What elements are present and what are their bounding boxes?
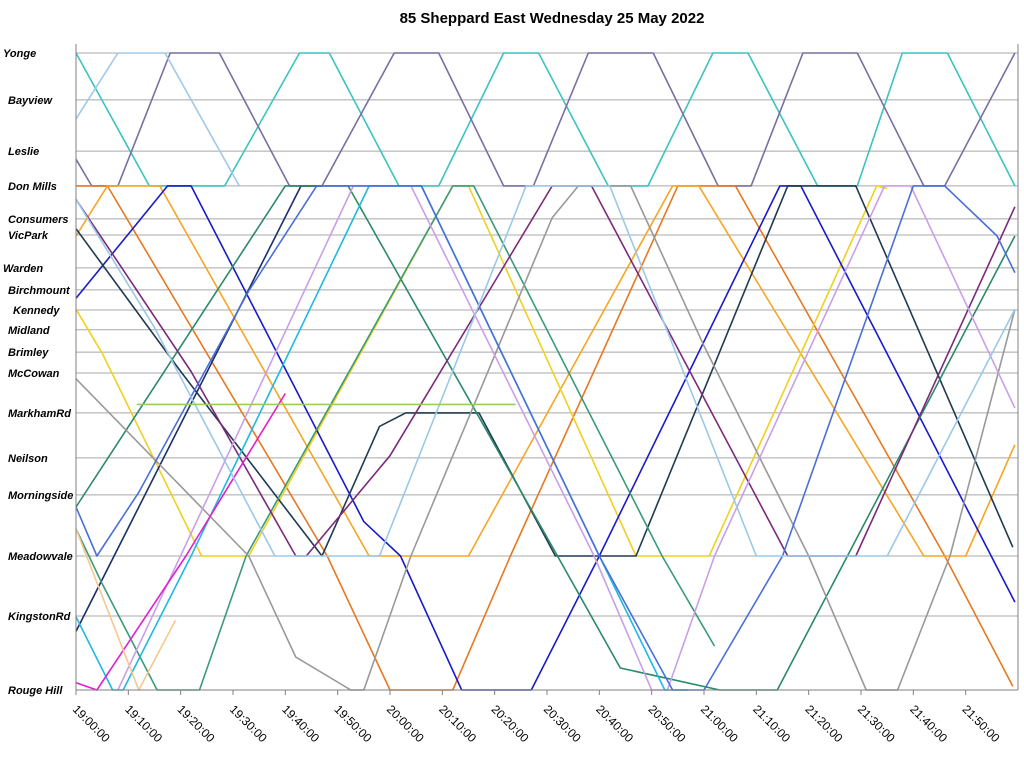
station-label: Neilson xyxy=(8,453,48,465)
time-tick-label: 20:50:00 xyxy=(646,702,689,745)
trip-line xyxy=(75,185,1014,557)
station-label: Consumers xyxy=(8,214,69,226)
time-tick-label: 21:20:00 xyxy=(803,702,846,745)
time-tick-label: 19:40:00 xyxy=(279,702,322,745)
station-label: Midland xyxy=(8,325,50,337)
axes xyxy=(75,44,1019,695)
time-tick-label: 20:40:00 xyxy=(593,702,636,745)
station-label: Brimley xyxy=(8,347,49,359)
time-tick-label: 20:00:00 xyxy=(384,702,427,745)
trip-line xyxy=(75,52,1016,187)
time-tick-label: 20:10:00 xyxy=(436,702,479,745)
trip-line xyxy=(75,185,1016,691)
station-label: Leslie xyxy=(8,146,39,158)
station-label: Morningside xyxy=(8,490,73,502)
station-label: Don Mills xyxy=(8,181,57,193)
station-label: MarkhamRd xyxy=(8,408,71,420)
trip-line xyxy=(76,185,1014,691)
station-labels: Yonge Bayview Leslie Don Mills Consumers VicP… xyxy=(3,48,73,697)
station-label: Birchmount xyxy=(8,285,71,297)
trip-line xyxy=(75,185,1016,691)
time-tick-label: 21:00:00 xyxy=(698,702,741,745)
time-tick-label: 19:50:00 xyxy=(332,702,375,745)
trip-line xyxy=(75,393,286,691)
station-label: Rouge Hill xyxy=(8,685,63,697)
trip-line xyxy=(75,185,1016,557)
time-tick-label: 19:20:00 xyxy=(175,702,218,745)
trip-line xyxy=(75,52,1016,187)
trip-line xyxy=(75,528,177,691)
station-label: Meadowvale xyxy=(8,551,73,563)
time-tick-label: 21:40:00 xyxy=(907,702,950,745)
time-labels: 19:00:00 19:10:00 19:20:00 19:30:00 19:40:00… xyxy=(70,702,1003,745)
station-label: McCowan xyxy=(8,368,60,380)
station-label: Warden xyxy=(3,263,43,275)
station-label: Kennedy xyxy=(13,305,60,317)
time-tick-label: 21:10:00 xyxy=(750,702,793,745)
station-label: Yonge xyxy=(3,48,36,60)
station-label: Bayview xyxy=(8,95,53,107)
station-label: KingstonRd xyxy=(8,611,71,623)
trip-line xyxy=(75,52,240,187)
trip-lines xyxy=(75,52,1016,691)
time-tick-label: 21:50:00 xyxy=(960,702,1003,745)
time-tick-label: 19:30:00 xyxy=(227,702,270,745)
trip-line xyxy=(75,185,1016,691)
trip-line xyxy=(75,185,716,691)
station-label: VicPark xyxy=(8,230,49,242)
trip-line xyxy=(75,185,1016,691)
time-tick-label: 20:20:00 xyxy=(489,702,532,745)
time-tick-label: 19:10:00 xyxy=(122,702,165,745)
chart-title: 85 Sheppard East Wednesday 25 May 2022 xyxy=(400,10,705,27)
time-tick-label: 20:30:00 xyxy=(541,702,584,745)
trip-line xyxy=(117,185,1016,691)
time-tick-label: 19:00:00 xyxy=(70,702,113,745)
time-tick-label: 21:30:00 xyxy=(855,702,898,745)
